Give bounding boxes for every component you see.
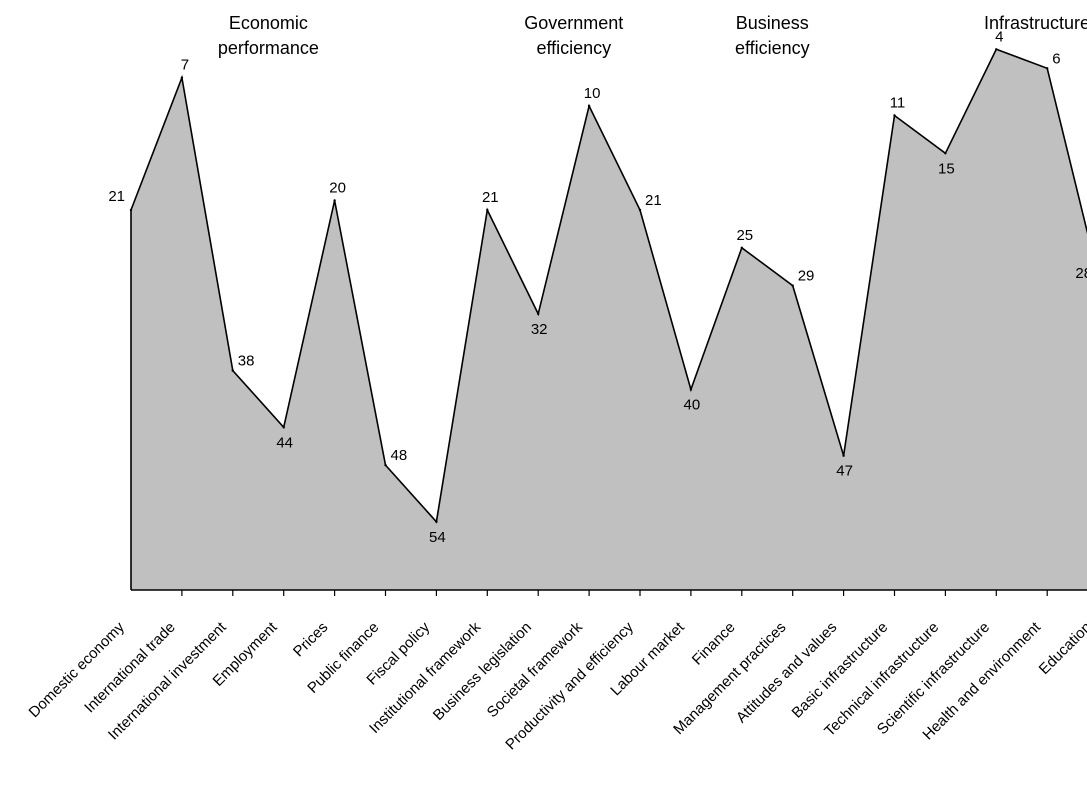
- group-label: Government: [524, 13, 623, 33]
- group-label: efficiency: [536, 38, 611, 58]
- x-tick-label: Finance: [689, 619, 739, 669]
- data-label: 6: [1052, 50, 1060, 67]
- group-label: efficiency: [735, 38, 810, 58]
- data-point: [435, 520, 438, 523]
- data-point: [689, 388, 693, 391]
- data-point: [893, 114, 896, 117]
- data-label: 40: [684, 397, 701, 414]
- x-tick-label: Basic infrastructure: [789, 619, 892, 722]
- x-tick-label: Business legislation: [430, 619, 535, 724]
- x-tick-label: Education: [1036, 619, 1087, 678]
- data-label: 48: [391, 447, 408, 464]
- data-label: 11: [890, 95, 906, 112]
- data-point: [537, 312, 540, 316]
- x-tick-label: International trade: [81, 619, 179, 717]
- group-label: performance: [218, 38, 319, 58]
- group-label: Business: [736, 13, 809, 33]
- data-point: [180, 76, 184, 79]
- data-label: 21: [482, 189, 499, 206]
- data-point: [486, 208, 489, 212]
- data-label: 28: [1075, 265, 1087, 282]
- data-label: 20: [329, 180, 346, 197]
- data-point: [282, 426, 285, 429]
- data-point: [944, 152, 947, 155]
- data-label: 44: [276, 434, 293, 451]
- x-tick-label: Prices: [290, 619, 331, 660]
- data-point: [995, 48, 998, 51]
- group-label: Economic: [229, 13, 308, 33]
- data-label: 25: [736, 227, 753, 244]
- data-point: [740, 246, 743, 249]
- data-label: 21: [645, 192, 662, 209]
- data-label: 29: [798, 268, 815, 285]
- data-label: 21: [108, 188, 125, 205]
- x-tick-label: Domestic economy: [26, 618, 129, 721]
- data-label: 4: [995, 28, 1003, 45]
- data-point: [333, 199, 336, 202]
- series-line: [130, 48, 1087, 524]
- data-point: [791, 284, 794, 287]
- area-fill: [131, 49, 1087, 590]
- data-label: 32: [531, 321, 548, 338]
- data-point: [384, 463, 387, 467]
- group-label: Infrastructure: [984, 13, 1087, 33]
- data-point: [231, 369, 234, 372]
- x-tick-label: Societal framework: [484, 618, 587, 721]
- data-point: [842, 454, 845, 457]
- data-label: 15: [938, 160, 955, 177]
- data-point: [587, 104, 591, 108]
- data-label: 7: [181, 57, 189, 74]
- data-label: 38: [238, 353, 255, 370]
- data-point: [638, 208, 642, 212]
- data-point: [1046, 67, 1049, 70]
- data-label: 10: [584, 85, 601, 102]
- data-label: 54: [429, 529, 446, 546]
- data-label: 47: [836, 463, 853, 480]
